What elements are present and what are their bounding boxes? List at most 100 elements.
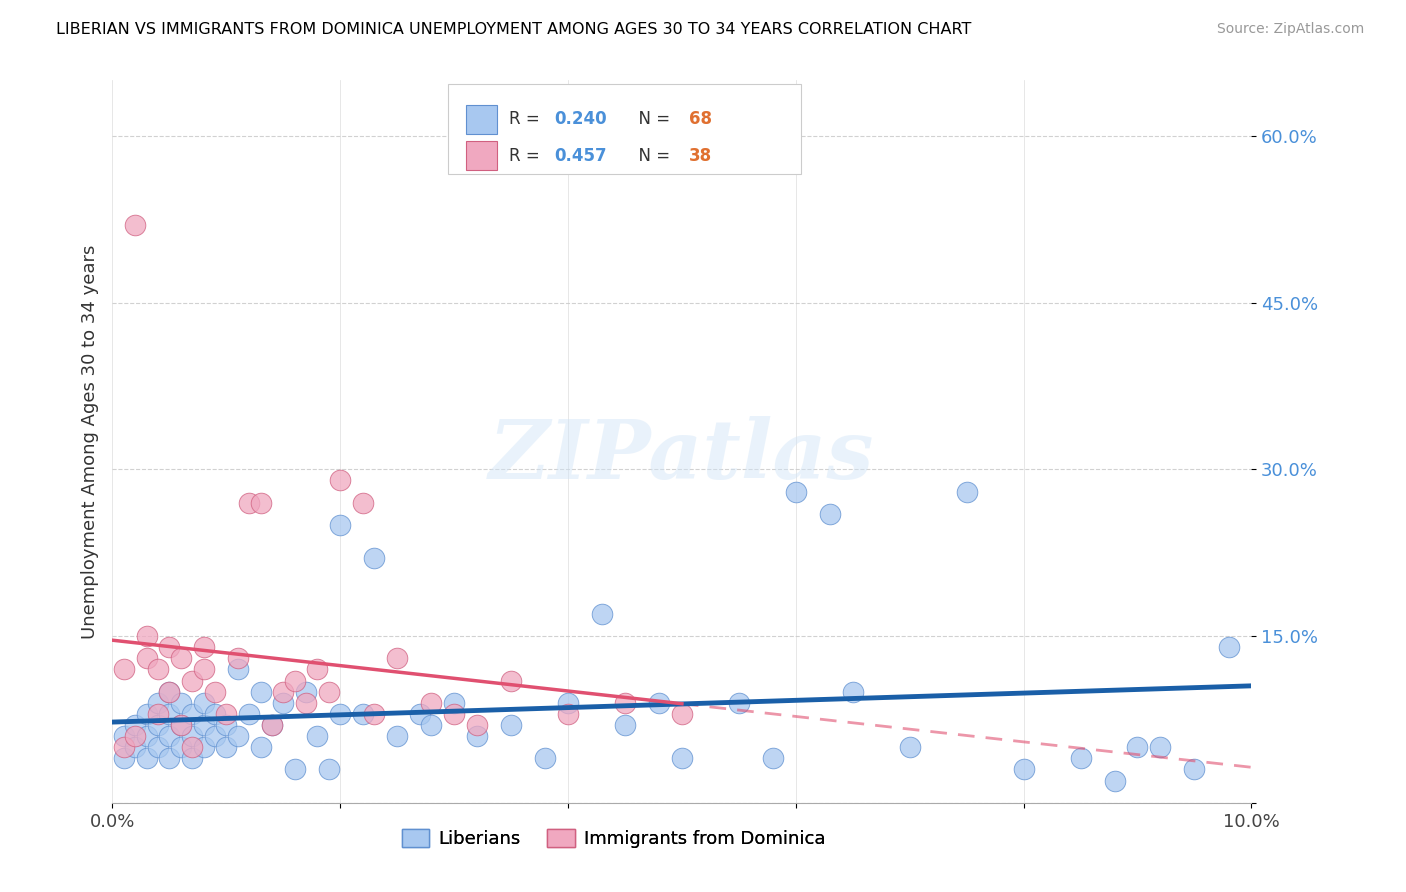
Point <box>112 729 135 743</box>
Point <box>284 673 307 688</box>
Point <box>1184 763 1206 777</box>
Point <box>409 706 432 721</box>
Point <box>420 718 443 732</box>
Point <box>135 629 157 643</box>
Point <box>146 696 169 710</box>
Point <box>1012 763 1035 777</box>
Point <box>1126 740 1149 755</box>
Point <box>124 218 146 232</box>
Point <box>728 696 751 710</box>
Point <box>193 718 215 732</box>
Point <box>146 718 169 732</box>
Point <box>443 696 465 710</box>
Point <box>284 763 307 777</box>
Point <box>170 740 193 755</box>
Point <box>146 662 169 676</box>
Point <box>465 718 488 732</box>
Legend: Liberians, Immigrants from Dominica: Liberians, Immigrants from Dominica <box>395 822 832 855</box>
Point <box>1069 751 1091 765</box>
Point <box>260 718 283 732</box>
Point <box>352 706 374 721</box>
Point <box>159 684 180 698</box>
Point <box>785 484 807 499</box>
Point <box>1149 740 1171 755</box>
Point <box>465 729 488 743</box>
Point <box>146 740 169 755</box>
Point <box>307 729 329 743</box>
Point <box>352 496 374 510</box>
Text: 0.240: 0.240 <box>554 110 607 128</box>
Text: R =: R = <box>509 110 544 128</box>
Point <box>591 607 613 621</box>
Point <box>159 729 180 743</box>
Point <box>238 706 260 721</box>
Point <box>295 684 318 698</box>
Point <box>648 696 671 710</box>
Point <box>613 718 636 732</box>
Point <box>181 673 204 688</box>
Point <box>193 640 215 655</box>
Text: R =: R = <box>509 146 544 165</box>
Point <box>818 507 841 521</box>
Text: N =: N = <box>628 146 676 165</box>
Text: 0.457: 0.457 <box>554 146 607 165</box>
Point <box>193 740 215 755</box>
Point <box>204 729 226 743</box>
Point <box>135 729 157 743</box>
Point <box>170 718 193 732</box>
Point <box>671 751 693 765</box>
Point <box>215 706 238 721</box>
Point <box>260 718 283 732</box>
Point <box>124 729 146 743</box>
Point <box>534 751 557 765</box>
Point <box>159 706 180 721</box>
Y-axis label: Unemployment Among Ages 30 to 34 years: Unemployment Among Ages 30 to 34 years <box>80 244 98 639</box>
Point <box>363 551 385 566</box>
Point <box>181 740 204 755</box>
Point <box>249 684 271 698</box>
Point <box>443 706 465 721</box>
Point <box>112 751 135 765</box>
Point <box>385 651 409 665</box>
Point <box>170 651 193 665</box>
Point <box>956 484 979 499</box>
Point <box>170 696 193 710</box>
Point <box>841 684 863 698</box>
FancyBboxPatch shape <box>449 84 801 174</box>
Point <box>215 740 238 755</box>
Point <box>215 718 238 732</box>
Point <box>557 706 579 721</box>
Point <box>146 706 169 721</box>
Point <box>159 751 180 765</box>
Point <box>271 684 295 698</box>
Point <box>329 474 352 488</box>
Point <box>124 740 146 755</box>
Point <box>159 684 180 698</box>
Point <box>501 673 523 688</box>
Text: 38: 38 <box>689 146 711 165</box>
Point <box>318 763 340 777</box>
Point <box>135 706 157 721</box>
Text: LIBERIAN VS IMMIGRANTS FROM DOMINICA UNEMPLOYMENT AMONG AGES 30 TO 34 YEARS CORR: LIBERIAN VS IMMIGRANTS FROM DOMINICA UNE… <box>56 22 972 37</box>
Point <box>226 651 249 665</box>
Point <box>238 496 260 510</box>
Point <box>193 662 215 676</box>
Point <box>204 684 226 698</box>
Point <box>112 740 135 755</box>
Point <box>295 696 318 710</box>
Point <box>307 662 329 676</box>
Point <box>124 718 146 732</box>
Point <box>1218 640 1240 655</box>
Point <box>181 751 204 765</box>
Point <box>181 729 204 743</box>
Point <box>135 651 157 665</box>
Point <box>613 696 636 710</box>
Point <box>363 706 385 721</box>
Text: Source: ZipAtlas.com: Source: ZipAtlas.com <box>1216 22 1364 37</box>
Point <box>204 706 226 721</box>
Point <box>385 729 409 743</box>
Point <box>226 662 249 676</box>
Text: N =: N = <box>628 110 676 128</box>
Point <box>249 740 271 755</box>
Text: ZIPatlas: ZIPatlas <box>489 416 875 496</box>
